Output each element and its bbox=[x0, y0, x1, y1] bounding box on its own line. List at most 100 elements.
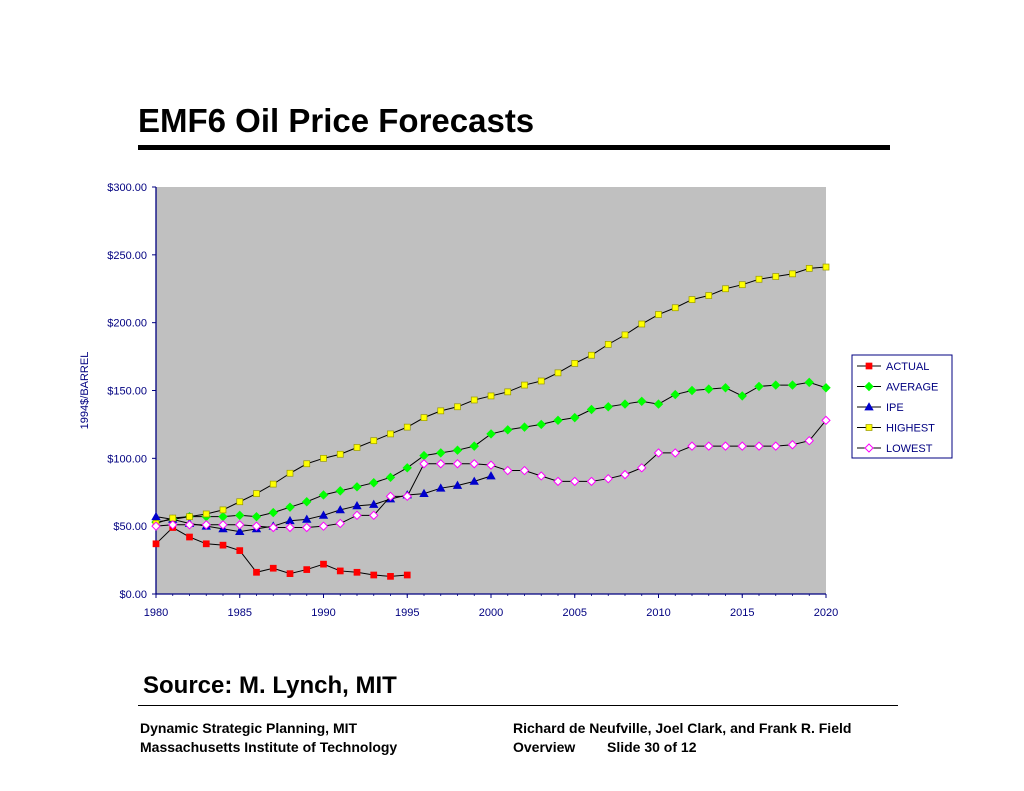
data-point bbox=[537, 377, 545, 385]
data-point bbox=[151, 511, 161, 521]
data-point bbox=[637, 463, 647, 473]
data-point bbox=[720, 441, 731, 451]
data-point bbox=[754, 441, 764, 451]
footer-authors: Richard de Neufville, Joel Clark, and Fr… bbox=[513, 720, 852, 736]
data-point bbox=[670, 389, 680, 400]
data-point bbox=[403, 423, 411, 431]
data-point bbox=[235, 510, 245, 521]
legend-item-ipe: IPE bbox=[857, 402, 904, 414]
data-point bbox=[738, 281, 746, 289]
y-tick-label: $150.00 bbox=[107, 386, 147, 398]
data-point bbox=[218, 520, 228, 530]
data-point bbox=[519, 465, 530, 476]
data-point bbox=[420, 414, 428, 421]
legend-item-average: AVERAGE bbox=[857, 382, 938, 394]
data-point bbox=[821, 415, 831, 426]
data-point bbox=[705, 292, 713, 299]
data-point bbox=[571, 360, 579, 367]
data-point bbox=[402, 491, 412, 502]
data-point bbox=[604, 341, 612, 348]
data-point bbox=[787, 380, 798, 390]
data-point bbox=[352, 510, 362, 521]
footer-section: Overview bbox=[513, 739, 576, 755]
data-point bbox=[655, 311, 662, 318]
data-point bbox=[704, 384, 714, 394]
y-tick-label: $0.00 bbox=[119, 589, 147, 601]
footer-divider bbox=[138, 705, 898, 706]
data-point bbox=[570, 412, 580, 423]
data-point bbox=[202, 540, 210, 548]
data-point bbox=[268, 522, 278, 533]
data-point bbox=[251, 521, 262, 531]
data-point bbox=[603, 473, 613, 484]
data-point bbox=[821, 383, 831, 393]
data-point bbox=[387, 430, 394, 438]
footer-course: Dynamic Strategic Planning, MIT bbox=[140, 720, 358, 736]
x-tick-label: 1985 bbox=[228, 607, 252, 619]
data-point bbox=[436, 448, 446, 458]
data-point bbox=[235, 526, 245, 535]
data-point bbox=[202, 510, 210, 518]
data-point bbox=[536, 471, 546, 481]
data-point bbox=[151, 521, 161, 531]
data-point bbox=[704, 441, 714, 451]
data-point bbox=[687, 385, 697, 396]
data-point bbox=[353, 444, 361, 451]
data-point bbox=[486, 471, 496, 480]
data-point bbox=[186, 533, 193, 541]
y-axis-label: 1994$/BARREL bbox=[79, 352, 91, 430]
data-point bbox=[822, 263, 830, 271]
data-point bbox=[503, 425, 513, 435]
data-point bbox=[219, 506, 227, 514]
y-tick-label: $200.00 bbox=[107, 318, 147, 330]
data-point bbox=[671, 304, 679, 312]
x-tick-label: 2010 bbox=[646, 607, 670, 619]
data-point bbox=[504, 388, 512, 396]
data-point bbox=[469, 441, 479, 451]
legend-label: IPE bbox=[886, 402, 904, 414]
data-point bbox=[387, 573, 394, 580]
data-point bbox=[620, 469, 630, 480]
data-point bbox=[219, 541, 227, 549]
data-point bbox=[352, 482, 362, 492]
data-point bbox=[454, 403, 461, 411]
data-point bbox=[318, 521, 329, 531]
data-point bbox=[201, 520, 211, 530]
data-point bbox=[318, 490, 329, 500]
data-point bbox=[285, 522, 295, 533]
data-point bbox=[168, 520, 178, 530]
data-point bbox=[688, 296, 696, 303]
data-point bbox=[302, 514, 312, 523]
data-point bbox=[303, 566, 311, 573]
legend-marker bbox=[864, 381, 874, 392]
data-point bbox=[469, 459, 479, 469]
data-point bbox=[638, 320, 646, 328]
data-point bbox=[670, 448, 680, 458]
data-point bbox=[303, 460, 311, 468]
data-point bbox=[385, 472, 396, 483]
data-point bbox=[737, 391, 747, 401]
data-point bbox=[286, 570, 294, 578]
data-point bbox=[285, 502, 295, 512]
data-point bbox=[637, 396, 647, 407]
data-point bbox=[402, 463, 412, 473]
data-point bbox=[805, 265, 813, 272]
data-point bbox=[603, 402, 613, 412]
legend-label: AVERAGE bbox=[886, 382, 938, 394]
data-point bbox=[653, 448, 664, 458]
data-point bbox=[620, 399, 630, 409]
legend-marker bbox=[864, 443, 874, 453]
data-point bbox=[621, 331, 629, 339]
data-point bbox=[772, 273, 780, 280]
data-point bbox=[335, 518, 345, 529]
data-point bbox=[437, 407, 445, 415]
data-point bbox=[302, 497, 312, 507]
data-point bbox=[553, 415, 563, 426]
x-tick-label: 2015 bbox=[730, 607, 754, 619]
y-tick-label: $50.00 bbox=[113, 521, 147, 533]
data-point bbox=[370, 437, 378, 445]
data-point bbox=[503, 465, 513, 476]
data-point bbox=[235, 520, 245, 530]
data-point bbox=[586, 476, 597, 487]
data-point bbox=[789, 270, 796, 278]
